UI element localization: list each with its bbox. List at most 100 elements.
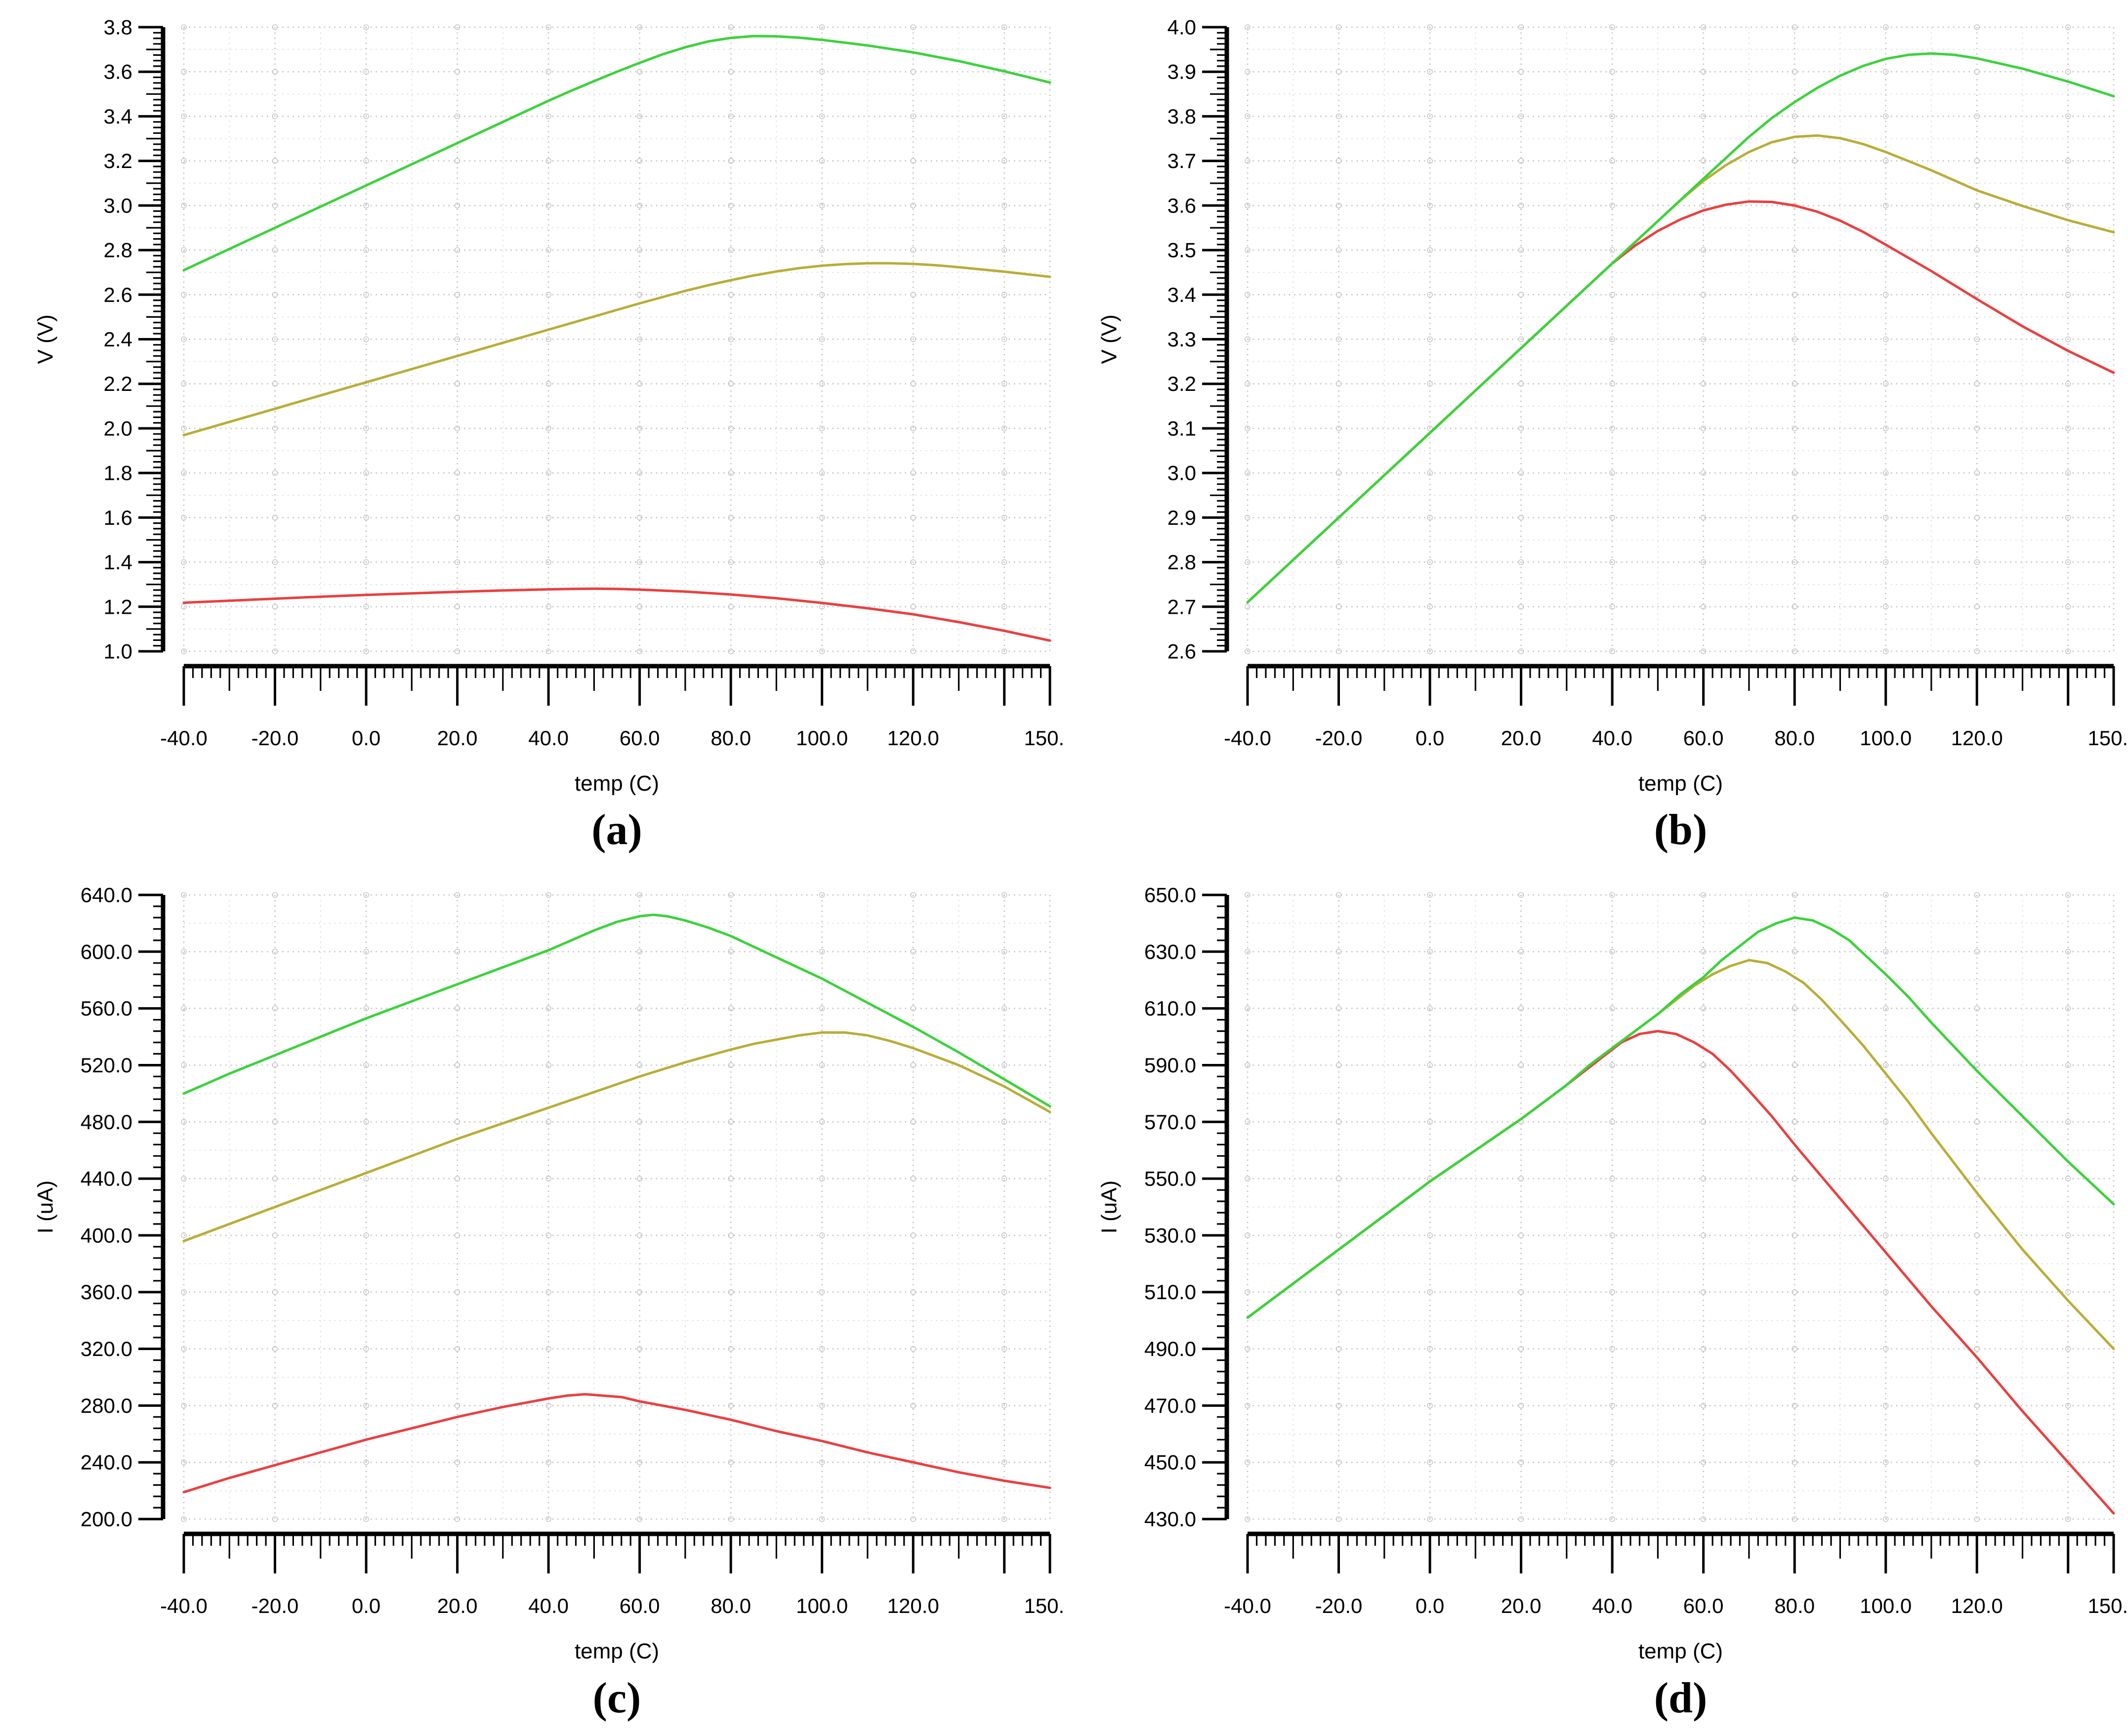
series-group [1246, 52, 2115, 604]
x-tick-label: 60.0 [1683, 726, 1724, 750]
x-tick-label: 0.0 [1416, 726, 1444, 750]
series-green-curve [1246, 916, 2115, 1319]
x-tick-label: 20.0 [437, 726, 478, 750]
y-tick-label: 400.0 [81, 1224, 132, 1247]
series-red-curve [182, 587, 1051, 642]
series-olive-curve [182, 1031, 1051, 1242]
x-tick-label: -40.0 [160, 726, 208, 750]
y-axis-ruler: 640.0 600.0 560.0 520.0 480.0 440.0 400.0 360.0… [34, 884, 166, 1531]
x-tick-label: 80.0 [1774, 726, 1815, 750]
y-axis-ruler: 650.0 630.0 610.0 590.0 570.0 550.0 530.0 510.0… [1097, 884, 1229, 1531]
y-tick-label: 3.3 [1168, 328, 1196, 351]
y-tick-label: 240.0 [81, 1451, 132, 1474]
y-tick-label: 1.0 [104, 640, 132, 663]
panel-c: 640.0 600.0 560.0 520.0 480.0 440.0 400.0 360.0… [0, 868, 1064, 1736]
panel-a-chart: 3.8 3.6 3.4 3.2 3.0 2.8 2.6 2.4 2.2 2.0 1.8 1.6 1.4 1… [34, 16, 1064, 796]
y-tick-label: 3.9 [1168, 60, 1196, 84]
y-axis-title: V (V) [34, 314, 58, 364]
panel-b: 4.0 3.9 3.8 3.7 3.6 3.5 3.4 3.3 3.2 3.1 3.0 2.9 2.8 2… [1064, 0, 2128, 868]
panel-a-caption: (a) [591, 806, 642, 854]
x-axis-title: temp (C) [1638, 1639, 1723, 1663]
y-tick-label: 560.0 [81, 997, 132, 1020]
x-tick-label: 60.0 [620, 726, 660, 750]
panel-a: 3.8 3.6 3.4 3.2 3.0 2.8 2.6 2.4 2.2 2.0 1.8 1.6 1.4 1… [0, 0, 1064, 868]
x-tick-label: 0.0 [1416, 1594, 1444, 1617]
x-tick-label: -40.0 [1224, 726, 1271, 750]
y-tick-label: 1.6 [104, 506, 132, 529]
y-tick-label: 3.4 [1168, 283, 1196, 306]
x-axis-title: temp (C) [575, 1639, 659, 1663]
y-tick-label: 3.8 [1168, 105, 1196, 128]
series-green-curve [1246, 52, 2115, 604]
x-tick-label: 100.0 [796, 1594, 848, 1617]
grid [181, 24, 1051, 654]
y-tick-label: 520.0 [81, 1054, 132, 1077]
y-axis-title: I (uA) [34, 1181, 58, 1234]
x-tick-label: -20.0 [251, 1594, 299, 1617]
y-tick-label: 610.0 [1144, 997, 1196, 1020]
x-axis-title: temp (C) [575, 771, 659, 796]
panel-d-caption: (d) [1654, 1674, 1708, 1722]
series-red-curve [1246, 200, 2115, 604]
y-tick-label: 3.5 [1168, 239, 1196, 262]
x-tick-label: -40.0 [160, 1594, 208, 1617]
series-red-curve [182, 1393, 1051, 1493]
y-tick-label: 3.6 [1168, 194, 1196, 217]
x-tick-label: 0.0 [352, 1594, 380, 1617]
panel-c-caption: (c) [592, 1674, 641, 1722]
y-tick-label: 2.2 [104, 372, 132, 395]
series-group [182, 35, 1051, 642]
grid [181, 892, 1051, 1522]
y-tick-label: 600.0 [81, 940, 132, 963]
y-tick-label: 2.7 [1168, 595, 1196, 618]
y-tick-label: 440.0 [81, 1167, 132, 1190]
y-tick-label: 590.0 [1144, 1054, 1196, 1077]
x-tick-label: 150.0 [1024, 726, 1064, 750]
x-tick-label: 80.0 [710, 726, 751, 750]
x-axis-ruler: -40.0 -20.0 0.0 20.0 40.0 60.0 80.0 100.0 120.0 1… [160, 664, 1064, 796]
y-tick-label: 320.0 [81, 1337, 132, 1360]
x-tick-label: 0.0 [352, 726, 380, 750]
y-tick-label: 3.0 [1168, 462, 1196, 485]
y-tick-label: 1.8 [104, 462, 132, 485]
x-tick-label: 150.0 [2087, 726, 2128, 750]
series-group [182, 913, 1051, 1493]
y-tick-label: 2.8 [1168, 550, 1196, 574]
panel-d-chart: 650.0 630.0 610.0 590.0 570.0 550.0 530.0 510.0… [1097, 884, 2128, 1664]
y-tick-label: 2.6 [1168, 640, 1196, 663]
series-group [1246, 916, 2115, 1515]
x-tick-label: 120.0 [887, 726, 939, 750]
y-tick-label: 650.0 [1144, 884, 1196, 907]
series-red-curve [1246, 1030, 2115, 1515]
y-axis-title: I (uA) [1097, 1181, 1122, 1234]
x-tick-label: 20.0 [1501, 1594, 1542, 1617]
y-tick-label: 3.6 [104, 60, 132, 84]
x-tick-label: 120.0 [1951, 726, 2003, 750]
y-tick-label: 570.0 [1144, 1110, 1196, 1134]
x-tick-label: -20.0 [251, 726, 299, 750]
x-tick-label: -20.0 [1315, 726, 1363, 750]
x-tick-label: 80.0 [710, 1594, 751, 1617]
y-tick-label: 4.0 [1168, 16, 1196, 39]
y-axis-ruler: 4.0 3.9 3.8 3.7 3.6 3.5 3.4 3.3 3.2 3.1 3.0 2.9 2.8 2… [1097, 16, 1229, 663]
x-axis-ruler: -40.0 -20.0 0.0 20.0 40.0 60.0 80.0 100.0 120.0 1… [1224, 664, 2128, 796]
x-tick-label: 150.0 [2087, 1594, 2128, 1617]
x-tick-label: 120.0 [887, 1594, 939, 1617]
x-axis-ruler: -40.0 -20.0 0.0 20.0 40.0 60.0 80.0 100.0 120.0 1… [1224, 1531, 2128, 1663]
y-tick-label: 3.2 [1168, 372, 1196, 395]
panel-c-chart: 640.0 600.0 560.0 520.0 480.0 440.0 400.0 360.0… [34, 884, 1064, 1664]
x-tick-label: -40.0 [1224, 1594, 1271, 1617]
series-olive-curve [1246, 959, 2115, 1350]
y-tick-label: 510.0 [1144, 1280, 1196, 1304]
x-tick-label: 80.0 [1774, 1594, 1815, 1617]
x-tick-label: 20.0 [437, 1594, 478, 1617]
y-tick-label: 3.8 [104, 16, 132, 39]
y-tick-label: 2.0 [104, 417, 132, 440]
y-tick-label: 480.0 [81, 1110, 132, 1134]
y-axis-ruler: 3.8 3.6 3.4 3.2 3.0 2.8 2.6 2.4 2.2 2.0 1.8 1.6 1.4 1… [34, 16, 166, 663]
x-tick-label: 100.0 [796, 726, 848, 750]
y-tick-label: 3.4 [104, 105, 132, 128]
x-tick-label: 120.0 [1951, 1594, 2003, 1617]
x-axis-ruler: -40.0 -20.0 0.0 20.0 40.0 60.0 80.0 100.0 120.0 1… [160, 1531, 1064, 1663]
y-tick-label: 3.7 [1168, 149, 1196, 172]
